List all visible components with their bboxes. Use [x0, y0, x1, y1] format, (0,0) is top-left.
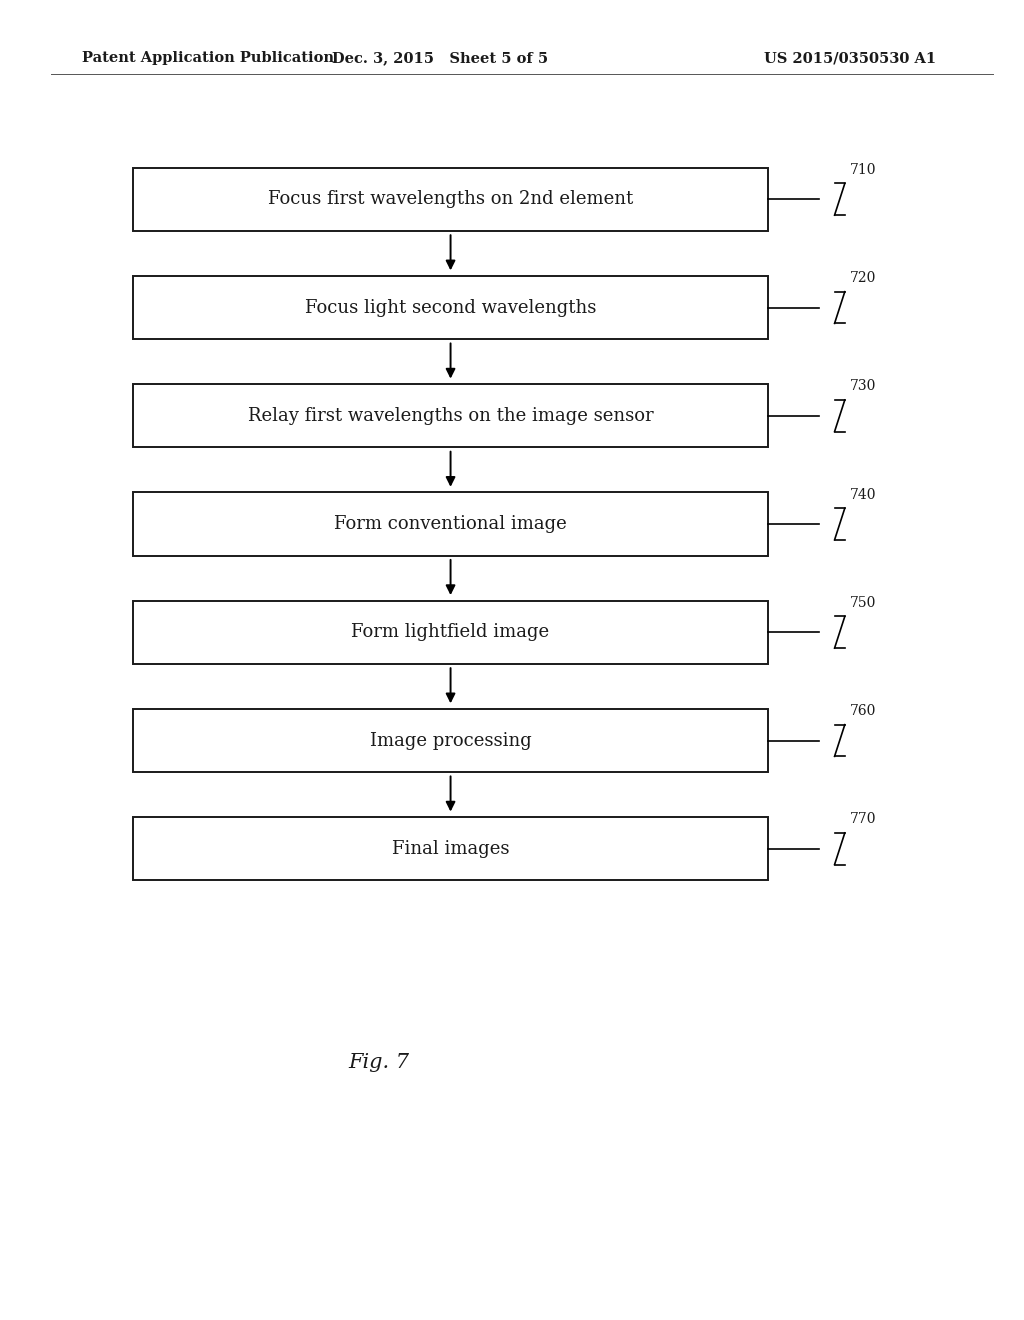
Text: Final images: Final images — [392, 840, 509, 858]
Text: Form conventional image: Form conventional image — [334, 515, 567, 533]
Text: Relay first wavelengths on the image sensor: Relay first wavelengths on the image sen… — [248, 407, 653, 425]
Text: 720: 720 — [850, 271, 877, 285]
Text: Fig. 7: Fig. 7 — [348, 1053, 410, 1072]
Bar — [133, 492, 768, 556]
Text: Dec. 3, 2015   Sheet 5 of 5: Dec. 3, 2015 Sheet 5 of 5 — [332, 51, 549, 65]
Text: 740: 740 — [850, 487, 877, 502]
Text: Image processing: Image processing — [370, 731, 531, 750]
Bar — [133, 817, 768, 880]
Bar — [133, 276, 768, 339]
Bar — [133, 168, 768, 231]
Text: 750: 750 — [850, 595, 877, 610]
Bar — [133, 384, 768, 447]
Text: Focus light second wavelengths: Focus light second wavelengths — [305, 298, 596, 317]
Text: Focus first wavelengths on 2nd element: Focus first wavelengths on 2nd element — [268, 190, 633, 209]
Text: US 2015/0350530 A1: US 2015/0350530 A1 — [764, 51, 936, 65]
Text: 710: 710 — [850, 162, 877, 177]
Text: Form lightfield image: Form lightfield image — [351, 623, 550, 642]
Text: 770: 770 — [850, 812, 877, 826]
Text: 760: 760 — [850, 704, 877, 718]
Text: 730: 730 — [850, 379, 877, 393]
Bar — [133, 709, 768, 772]
Text: Patent Application Publication: Patent Application Publication — [82, 51, 334, 65]
Bar — [133, 601, 768, 664]
